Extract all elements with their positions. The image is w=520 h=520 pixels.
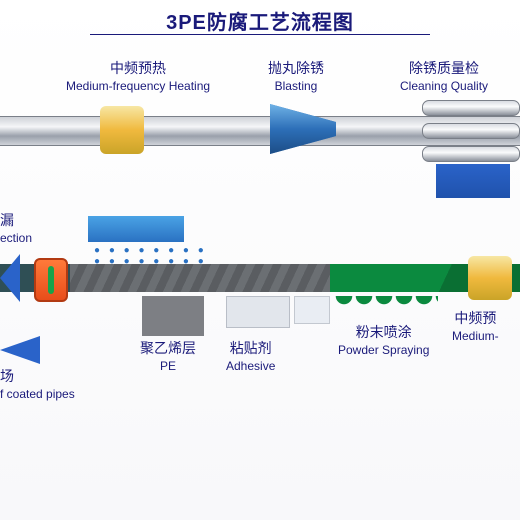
cooling-bath xyxy=(88,216,184,242)
label-heating-en: Medium-frequency Heating xyxy=(66,79,210,94)
heating-coil xyxy=(100,106,144,154)
label-heating-2-cn: 中频预 xyxy=(454,310,496,326)
pe-extruder xyxy=(142,296,204,336)
diagram-title: 3PE防腐工艺流程图 xyxy=(166,6,354,35)
label-pe: 聚乙烯层 PE xyxy=(140,340,196,374)
flow-arrow-left xyxy=(0,254,20,302)
cleaned-pipe-2 xyxy=(422,123,520,139)
label-cleaning-cn: 除锈质量检 xyxy=(409,60,479,76)
label-blasting-cn: 抛丸除锈 xyxy=(268,60,324,76)
label-powder-en: Powder Spraying xyxy=(338,343,429,358)
title-underline xyxy=(90,34,430,35)
winding-stripe xyxy=(70,264,330,292)
label-leak-left-en: ection xyxy=(0,231,32,246)
endcap-slot xyxy=(48,266,54,294)
label-powder-cn: 粉末喷涂 xyxy=(356,324,412,340)
label-adhesive-en: Adhesive xyxy=(226,359,275,374)
cleaned-pipes xyxy=(422,100,520,169)
label-heating-2-en: Medium- xyxy=(452,329,499,344)
label-blasting: 抛丸除锈 Blasting xyxy=(268,60,324,94)
cleaned-pipe-3 xyxy=(422,146,520,162)
pipe-endcap xyxy=(34,258,68,302)
label-pe-en: PE xyxy=(140,359,196,374)
powder-scallop xyxy=(334,296,438,316)
label-leak-left: 漏 ection xyxy=(0,212,32,246)
label-pe-cn: 聚乙烯层 xyxy=(140,340,196,356)
label-adhesive-cn: 粘贴剂 xyxy=(230,340,272,356)
cleaned-pipe-1 xyxy=(422,100,520,116)
label-bottom-left-en: f coated pipes xyxy=(0,387,75,402)
label-heating-2: 中频预 Medium- xyxy=(452,310,499,344)
label-cleaning-en: Cleaning Quality xyxy=(400,79,488,94)
adhesive-extruder xyxy=(226,296,290,328)
blasting-cone xyxy=(270,100,336,158)
inspection-station xyxy=(436,164,510,198)
label-cleaning: 除锈质量检 Cleaning Quality xyxy=(400,60,488,94)
label-adhesive: 粘贴剂 Adhesive xyxy=(226,340,275,374)
label-heating: 中频预热 Medium-frequency Heating xyxy=(66,60,210,94)
bottom-left-wedge xyxy=(0,336,40,364)
adhesive-extruder-2 xyxy=(294,296,330,324)
label-bottom-left-cn: 场 xyxy=(0,368,14,384)
diagram-stage: 3PE防腐工艺流程图 中频预热 Medium-frequency Heating… xyxy=(0,0,520,520)
label-bottom-left: 场 f coated pipes xyxy=(0,368,75,402)
label-powder: 粉末喷涂 Powder Spraying xyxy=(338,324,429,358)
label-heating-cn: 中频预热 xyxy=(110,60,166,76)
heating-coil-2 xyxy=(468,256,512,300)
label-blasting-en: Blasting xyxy=(268,79,324,94)
label-leak-left-cn: 漏 xyxy=(0,212,14,228)
